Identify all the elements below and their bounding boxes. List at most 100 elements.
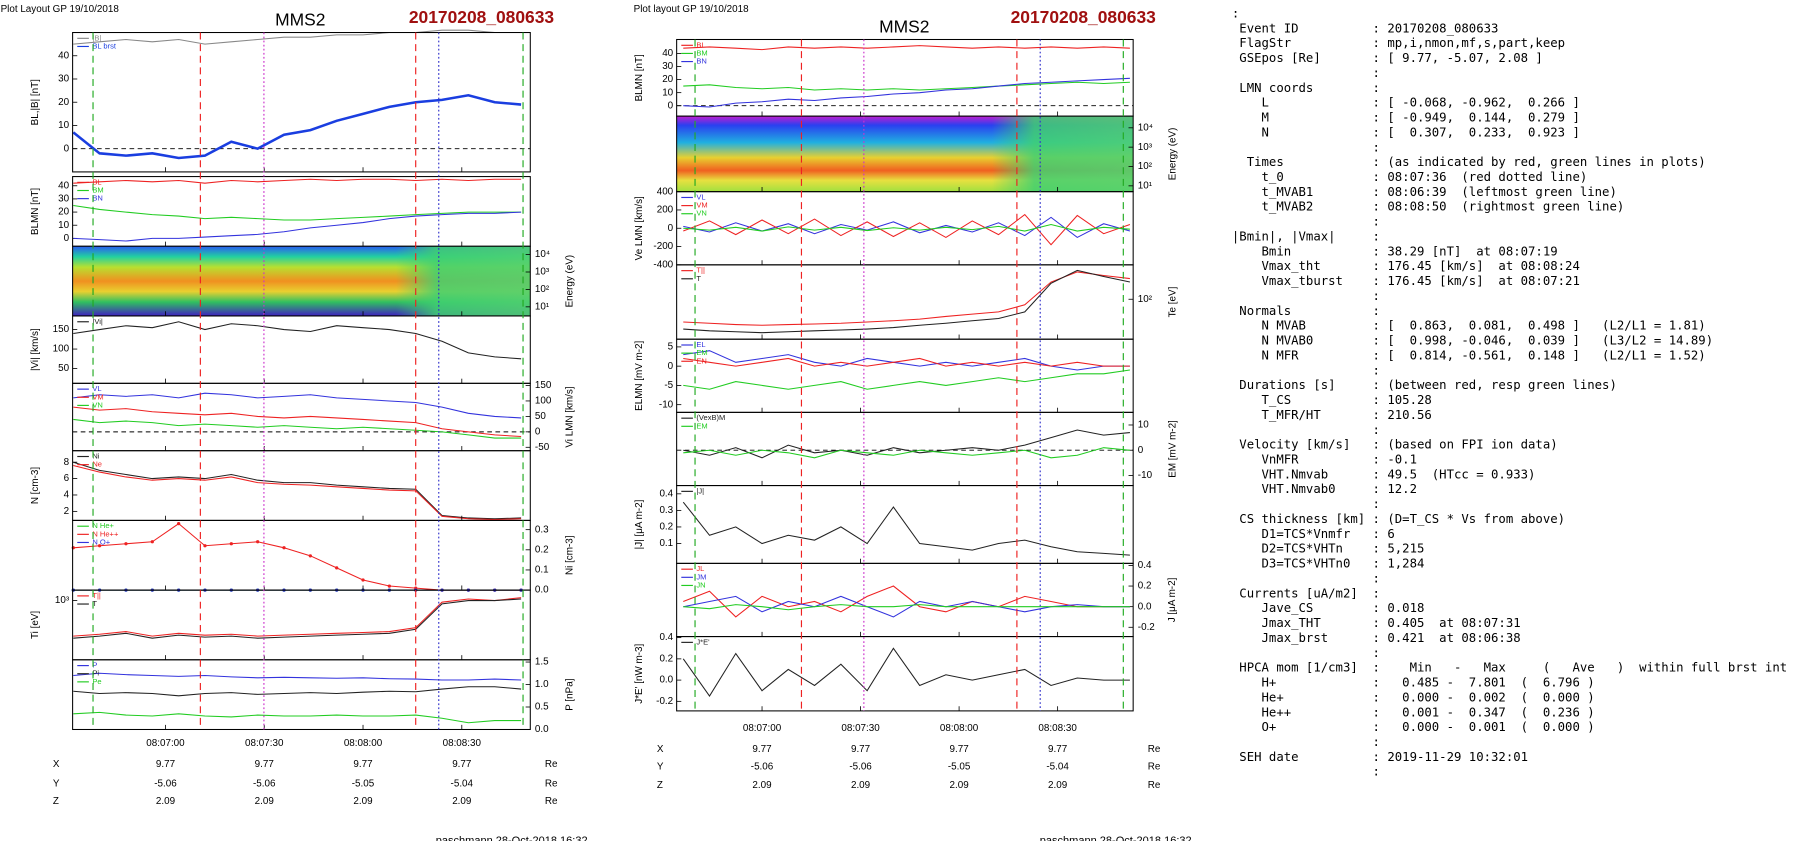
y-tick-label: 0.4 — [659, 632, 673, 643]
info-line: : — [1232, 765, 1380, 779]
y-axis-label: |Vi| [km/s] — [30, 328, 41, 371]
info-line: t_MVAB2 : 08:08:50 (rightmost green line… — [1232, 200, 1624, 214]
row-unit: Re — [545, 779, 558, 790]
info-line: : — [1232, 140, 1380, 154]
legend-label: T|| — [696, 266, 705, 275]
panel-frame — [72, 589, 531, 661]
info-line: T_MFR/HT : 210.56 — [1232, 408, 1432, 422]
y-tick-label: 0.5 — [535, 702, 549, 713]
y-tick-label: 50 — [535, 411, 546, 422]
info-line: Bmin : 38.29 [nT] at 08:07:19 — [1232, 244, 1558, 258]
series-line — [73, 406, 522, 438]
legend-label: (VexB)M — [696, 413, 725, 422]
row-value: 2.09 — [949, 780, 969, 791]
series-line — [683, 213, 1131, 246]
info-line: SEH date : 2019-11-29 10:32:01 — [1232, 750, 1528, 764]
info-line: LMN coords : — [1232, 81, 1380, 95]
y-tick-label: 10¹ — [535, 301, 550, 312]
y-tick-label: 10¹ — [1138, 180, 1153, 191]
y-tick-label: -10 — [659, 399, 674, 410]
info-line: |Bmin|, |Vmax| : — [1232, 229, 1380, 244]
y-tick-label: -5 — [664, 380, 673, 391]
y-tick-label: 4 — [64, 490, 70, 501]
row-value: 9.77 — [353, 759, 372, 770]
y-tick-label: 0 — [668, 361, 674, 372]
y-tick-label: 30 — [58, 74, 69, 85]
info-line: He++ : 0.001 - 0.347 ( 0.236 ) — [1232, 705, 1595, 719]
row-label: X — [657, 744, 664, 755]
info-line: Times : (as indicated by red, green line… — [1232, 155, 1706, 169]
row-label: Z — [53, 796, 59, 807]
legend-label: VN — [696, 209, 706, 218]
x-tick-label: 08:07:30 — [841, 723, 880, 734]
row-value: 9.77 — [452, 759, 471, 770]
series-line — [683, 77, 1130, 108]
x-tick-label: 08:07:00 — [743, 723, 782, 734]
panel-frame — [72, 176, 531, 247]
y-tick-label: 10⁴ — [535, 249, 550, 260]
row-value: 2.09 — [452, 796, 472, 807]
info-line: Jmax_THT : 0.405 at 08:07:31 — [1232, 616, 1521, 630]
y-tick-label: 1.0 — [535, 679, 549, 690]
row-value: 2.09 — [752, 780, 772, 791]
y-tick-label: 0 — [64, 143, 70, 154]
series-line — [683, 269, 1131, 334]
legend-label: T|| — [92, 591, 101, 600]
y-axis-label: |J| [μA m-2] — [634, 499, 645, 549]
legend-label: BL brst — [92, 41, 117, 50]
row-value: 2.09 — [353, 796, 373, 807]
y-axis-label: Te [eV] — [1167, 286, 1178, 317]
info-line: VHT.Nmvab0 : 12.2 — [1232, 482, 1417, 496]
info-line: Normals : — [1232, 304, 1380, 318]
legend-label: BL — [696, 40, 705, 49]
series-line — [73, 211, 522, 242]
y-tick-label: -0.2 — [656, 696, 673, 707]
y-tick-label: 10 — [662, 87, 673, 98]
row-unit: Re — [1148, 761, 1161, 772]
row-label: Z — [657, 780, 663, 791]
legend-label: N He+ — [92, 521, 114, 530]
info-line: GSEpos [Re] : [ 9.77, -5.07, 2.08 ] — [1232, 51, 1543, 65]
y-tick-label: 20 — [58, 97, 69, 108]
legend-label: BL — [92, 177, 101, 186]
row-value: -5.06 — [253, 779, 276, 790]
y-tick-label: 0.0 — [535, 724, 549, 735]
legend-label: Ni — [92, 452, 99, 461]
legend-label: |B| — [92, 33, 101, 42]
series-line — [73, 418, 522, 439]
y-axis-label: BLMN [nT] — [30, 188, 41, 235]
row-unit: Re — [545, 759, 558, 770]
info-line: Velocity [km/s] : (based on FPI ion data… — [1232, 438, 1558, 452]
panel-frame — [676, 38, 1134, 117]
info-line: D2=TCS*VHTn : 5,215 — [1232, 542, 1425, 556]
info-line: M : [ -0.949, 0.144, 0.279 ] — [1232, 111, 1580, 125]
row-value: -5.04 — [1046, 761, 1069, 772]
info-line: O+ : 0.000 - 0.001 ( 0.000 ) — [1232, 720, 1595, 734]
y-tick-label: 30 — [58, 194, 69, 205]
series-line — [73, 461, 522, 520]
y-tick-label: 0.3 — [659, 505, 673, 516]
x-tick-label: 08:08:00 — [940, 723, 979, 734]
series-line — [73, 598, 522, 639]
y-tick-label: 0 — [668, 100, 674, 111]
y-tick-label: -400 — [653, 259, 673, 270]
panel-frame — [72, 32, 531, 173]
info-line: He+ : 0.000 - 0.002 ( 0.000 ) — [1232, 690, 1595, 704]
series-line — [683, 585, 1130, 618]
legend-label: Pi — [92, 669, 99, 678]
info-line: FlagStr : mp,i,nmon,mf,s,part,keep — [1232, 36, 1565, 50]
y-tick-label: 40 — [662, 48, 673, 59]
y-axis-label: EM [mV m-2] — [1167, 420, 1178, 478]
y-tick-label: 150 — [53, 324, 70, 335]
y-axis-label: J*E' [nW m-3] — [634, 643, 645, 703]
legend-label: BM — [696, 48, 707, 57]
x-tick-label: 08:08:00 — [344, 738, 383, 749]
panel-frame — [676, 485, 1134, 564]
y-axis-label: P [nPa] — [564, 678, 575, 710]
y-tick-label: 10³ — [55, 595, 70, 606]
data-point — [177, 521, 181, 526]
y-tick-label: 30 — [662, 61, 673, 72]
series-line — [73, 464, 522, 521]
